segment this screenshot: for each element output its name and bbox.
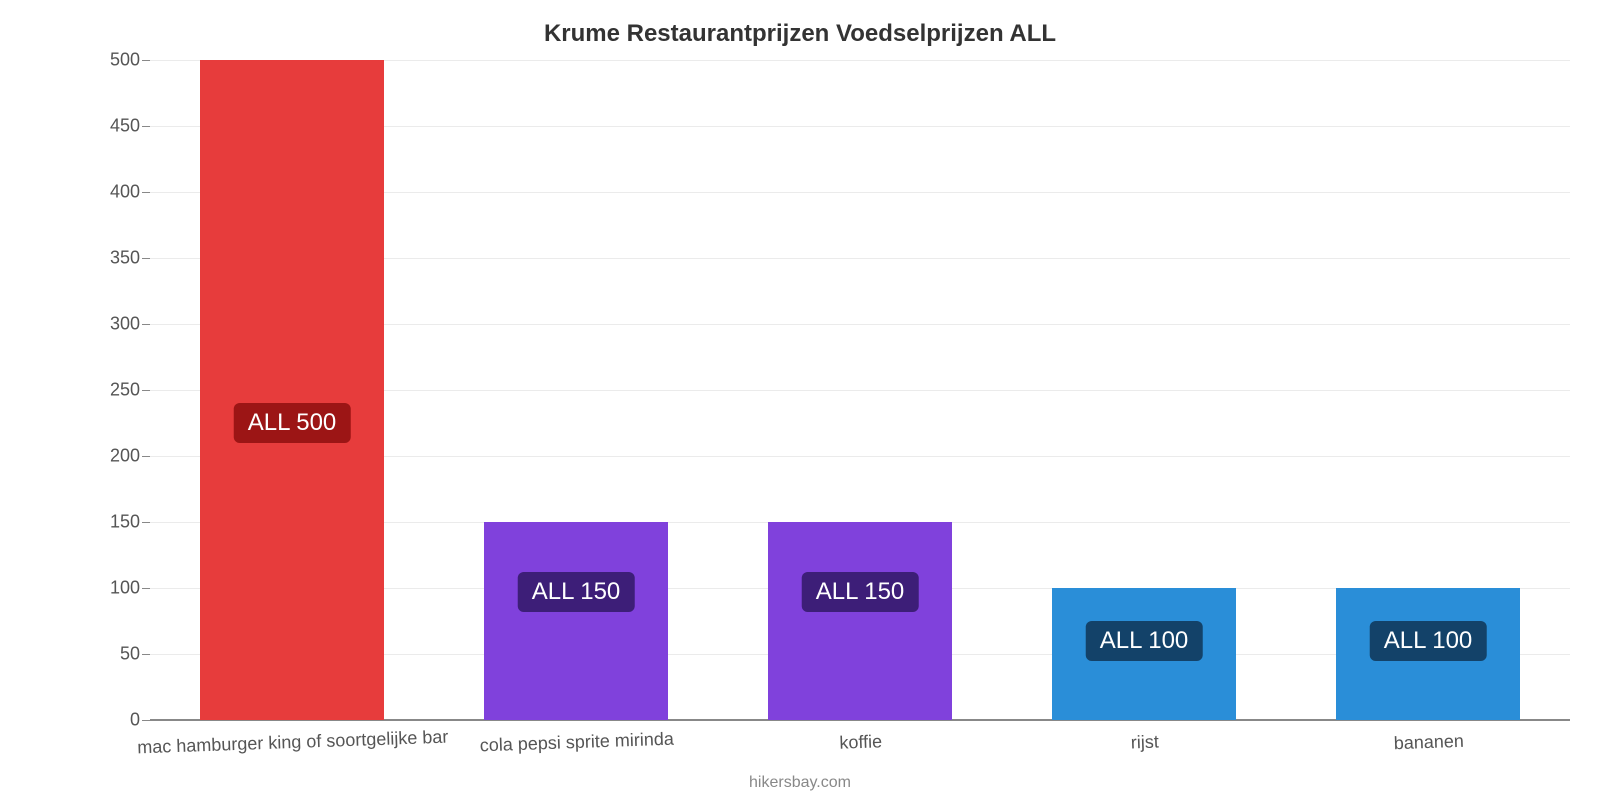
plot-area: 050100150200250300350400450500ALL 500mac…	[150, 60, 1570, 720]
bar-value-label: ALL 500	[234, 403, 351, 443]
y-tick-label: 250	[110, 380, 150, 401]
y-tick-label: 150	[110, 512, 150, 533]
y-tick-label: 200	[110, 446, 150, 467]
bar	[200, 60, 385, 720]
y-tick-label: 350	[110, 248, 150, 269]
bar	[768, 522, 953, 720]
bar-value-label: ALL 150	[802, 572, 919, 612]
chart-title: Krume Restaurantprijzen Voedselprijzen A…	[0, 20, 1600, 48]
bar-value-label: ALL 100	[1370, 621, 1487, 661]
y-tick-label: 300	[110, 314, 150, 335]
x-tick-label: mac hamburger king of soortgelijke bar	[137, 715, 449, 759]
x-tick-label: koffie	[839, 719, 883, 753]
x-tick-label: cola pepsi sprite mirinda	[479, 717, 674, 757]
x-tick-label: bananen	[1393, 719, 1464, 754]
attribution: hikersbay.com	[0, 774, 1600, 792]
y-tick-label: 500	[110, 50, 150, 71]
y-tick-label: 50	[120, 644, 150, 665]
bar	[484, 522, 669, 720]
y-tick-label: 400	[110, 182, 150, 203]
y-tick-label: 450	[110, 116, 150, 137]
bar-value-label: ALL 150	[518, 572, 635, 612]
x-tick-label: rijst	[1130, 720, 1159, 754]
y-tick-label: 100	[110, 578, 150, 599]
bar-value-label: ALL 100	[1086, 621, 1203, 661]
